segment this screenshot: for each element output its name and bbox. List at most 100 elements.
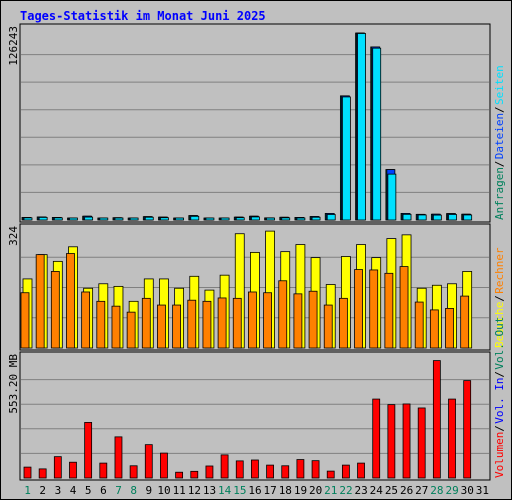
bar-volumen-day-16 xyxy=(251,459,259,479)
bar-volumen-day-27 xyxy=(417,407,426,479)
bar-rechner-day-22 xyxy=(338,297,348,349)
x-tick-label-day-17: 17 xyxy=(264,484,277,497)
bar-rechner-day-4 xyxy=(66,253,75,349)
bar-seiten-day-14 xyxy=(220,217,230,221)
bar-rechner-day-14 xyxy=(217,297,227,349)
x-tick-label-day-12: 12 xyxy=(188,484,201,497)
bar-seiten-day-27 xyxy=(417,214,427,221)
y-axis-max-label-visits: 324 xyxy=(7,226,20,246)
bar-seiten-day-12 xyxy=(190,215,200,221)
bar-volumen-day-17 xyxy=(266,464,274,479)
x-tick-label-day-18: 18 xyxy=(279,484,292,497)
bar-volumen-day-12 xyxy=(190,470,199,479)
bar-volumen-day-8 xyxy=(129,465,138,479)
bar-volumen-day-2 xyxy=(38,468,47,479)
x-tick-label-day-9: 9 xyxy=(146,484,153,497)
bar-volumen-day-30 xyxy=(463,380,472,479)
bar-rechner-day-28 xyxy=(429,309,439,349)
bar-seiten-day-13 xyxy=(205,217,215,221)
bar-seiten-day-29 xyxy=(448,214,457,221)
x-tick-label-day-3: 3 xyxy=(55,484,62,497)
bar-seiten-day-3 xyxy=(53,217,63,221)
bar-rechner-day-29 xyxy=(445,308,454,349)
bar-rechner-day-3 xyxy=(50,271,60,349)
legend-visits-besuche: Besuche xyxy=(493,302,506,348)
bar-rechner-day-19 xyxy=(293,293,303,349)
x-tick-label-day-5: 5 xyxy=(85,484,92,497)
bar-seiten-day-22 xyxy=(341,96,351,221)
bar-seiten-day-16 xyxy=(251,216,260,221)
bar-rechner-day-17 xyxy=(263,292,272,349)
legend-requests-dateien: Dateien xyxy=(493,113,506,159)
bar-seiten-day-19 xyxy=(296,217,306,221)
panel-frame-visits xyxy=(19,223,491,351)
bar-rechner-day-26 xyxy=(399,266,409,349)
bar-volumen-day-24 xyxy=(372,398,381,479)
x-tick-label-day-27: 27 xyxy=(415,484,428,497)
legend-volume-volumen: Volumen xyxy=(493,432,506,478)
bar-seiten-day-11 xyxy=(175,217,185,221)
x-tick-label-day-2: 2 xyxy=(39,484,46,497)
bar-seiten-day-5 xyxy=(84,216,94,221)
x-tick-label-day-7: 7 xyxy=(115,484,122,497)
bar-seiten-day-24 xyxy=(372,47,382,221)
bar-rechner-day-12 xyxy=(187,299,197,349)
bar-seiten-day-8 xyxy=(129,217,139,221)
bar-rechner-day-18 xyxy=(278,280,288,349)
bar-seiten-day-17 xyxy=(266,217,275,221)
x-tick-label-day-25: 25 xyxy=(385,484,398,497)
x-tick-label-day-31: 31 xyxy=(476,484,489,497)
bar-rechner-day-7 xyxy=(111,305,121,349)
legend-volume-vol-in: Vol. In xyxy=(493,377,506,423)
bar-rechner-day-11 xyxy=(172,304,182,349)
bar-seiten-day-25 xyxy=(387,173,397,221)
bar-seiten-day-1 xyxy=(23,217,33,221)
x-tick-label-day-30: 30 xyxy=(461,484,474,497)
bar-volumen-day-3 xyxy=(53,456,62,479)
bar-seiten-day-20 xyxy=(311,216,321,221)
legend-volume-vol-out: Vol. Out xyxy=(493,317,506,370)
bar-volumen-day-10 xyxy=(160,452,168,479)
x-tick-label-day-14: 14 xyxy=(218,484,232,497)
bar-volumen-day-20 xyxy=(311,460,320,479)
bar-volumen-day-18 xyxy=(281,465,290,479)
bar-rechner-day-21 xyxy=(323,304,333,349)
x-tick-label-day-24: 24 xyxy=(370,484,384,497)
bar-volumen-day-21 xyxy=(326,470,335,479)
bar-volumen-day-11 xyxy=(175,471,184,479)
bar-seiten-day-10 xyxy=(160,217,169,221)
bar-seiten-day-9 xyxy=(144,216,154,221)
x-tick-label-day-23: 23 xyxy=(355,484,368,497)
bar-seiten-day-28 xyxy=(432,214,442,221)
legend-requests-anfragen: Anfragen xyxy=(493,167,506,220)
x-tick-label-day-20: 20 xyxy=(309,484,322,497)
bar-seiten-day-23 xyxy=(357,33,366,221)
legend-requests-seiten: Seiten xyxy=(493,65,506,105)
legend-separator-requests-0: / xyxy=(493,161,506,168)
bar-rechner-day-25 xyxy=(384,272,394,349)
bar-rechner-day-23 xyxy=(354,269,363,349)
bar-volumen-day-4 xyxy=(69,461,77,479)
bar-rechner-day-20 xyxy=(308,290,318,349)
x-tick-label-day-28: 28 xyxy=(430,484,443,497)
bar-rechner-day-6 xyxy=(96,300,106,349)
bar-seiten-day-7 xyxy=(114,217,124,221)
x-tick-label-day-8: 8 xyxy=(130,484,137,497)
x-tick-label-day-15: 15 xyxy=(233,484,246,497)
bar-volumen-day-22 xyxy=(341,464,350,479)
panel-frame-requests xyxy=(19,23,491,223)
legend-separator-requests-1: / xyxy=(493,106,506,113)
bar-rechner-day-24 xyxy=(369,269,379,349)
bar-rechner-day-15 xyxy=(232,297,242,349)
bar-seiten-day-30 xyxy=(463,214,473,221)
bar-volumen-day-25 xyxy=(387,404,396,479)
bar-rechner-day-5 xyxy=(81,291,91,349)
x-tick-label-day-19: 19 xyxy=(294,484,307,497)
bar-seiten-day-26 xyxy=(402,213,412,221)
bar-rechner-day-8 xyxy=(126,311,136,349)
x-tick-label-day-10: 10 xyxy=(157,484,170,497)
x-tick-label-day-6: 6 xyxy=(100,484,107,497)
bar-seiten-day-4 xyxy=(69,217,78,221)
